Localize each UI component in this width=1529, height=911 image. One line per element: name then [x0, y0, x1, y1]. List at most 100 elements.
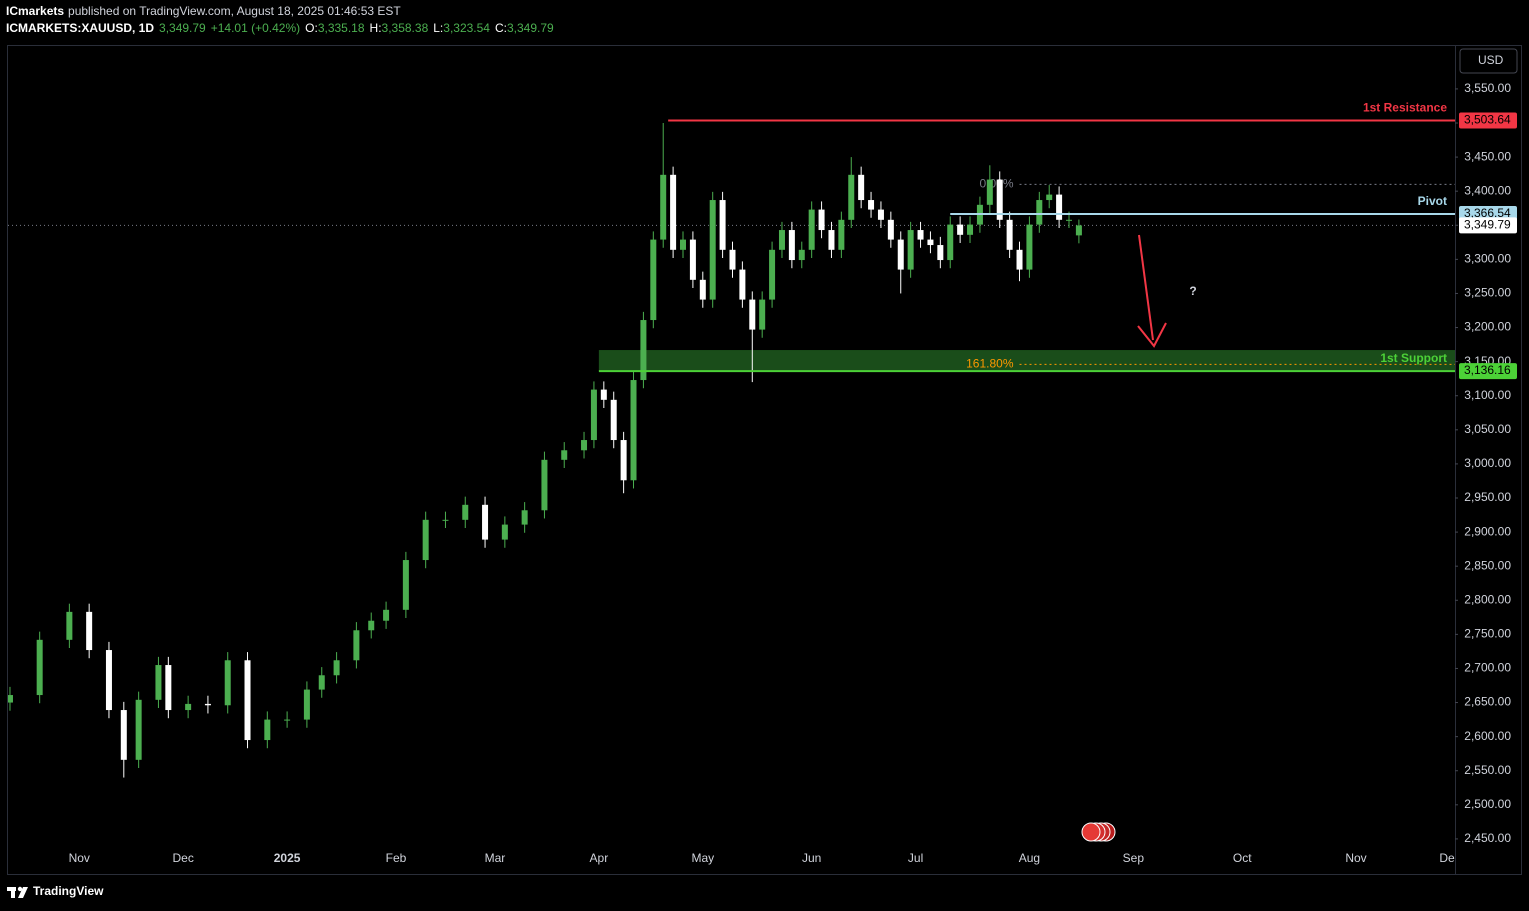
candle-body	[887, 219, 894, 240]
candle-body	[402, 560, 409, 610]
y-tick-label: 2,950.00	[1464, 490, 1511, 504]
candle-body	[383, 609, 390, 621]
level-label: 3,366.54	[1464, 206, 1511, 220]
last: 3,349.79	[159, 21, 206, 35]
y-tick-label: 3,550.00	[1464, 81, 1511, 95]
candle-body	[165, 665, 172, 711]
candle-body	[957, 224, 964, 235]
candle-body	[808, 209, 815, 250]
x-tick-label: Jul	[908, 851, 923, 865]
candle-body	[858, 174, 865, 201]
candle-body	[1046, 194, 1053, 201]
level-name: 1st Resistance	[1363, 101, 1447, 115]
candle-body	[848, 174, 855, 220]
candle-body	[244, 660, 251, 741]
symbol-line: ICMARKETS:XAUUSD, 1D 3,349.79 +14.01 (+0.4…	[6, 21, 554, 35]
candle-body	[749, 299, 756, 330]
candle-body	[897, 239, 904, 270]
candle-body	[680, 239, 687, 250]
x-tick-label: Aug	[1019, 851, 1040, 865]
candle-body	[581, 440, 588, 451]
candle-body	[541, 459, 548, 511]
candle-body	[482, 504, 489, 540]
x-tick-label: Jun	[802, 851, 821, 865]
y-tick-label: 2,500.00	[1464, 797, 1511, 811]
fib-label: 161.80%	[966, 357, 1014, 371]
x-tick-label: Nov	[69, 851, 90, 865]
candle-body	[670, 174, 677, 250]
x-tick-label: Sep	[1123, 851, 1145, 865]
candle-body	[838, 219, 845, 250]
annotation: ?	[1189, 284, 1196, 298]
candle-body	[917, 230, 924, 240]
level-box	[1459, 363, 1517, 380]
candle-body	[868, 200, 875, 210]
candle-body	[318, 675, 325, 690]
candle-body	[303, 689, 310, 720]
currency: USD	[1478, 53, 1504, 67]
last-price-label: 3,349.79	[1464, 218, 1511, 232]
candle-body	[640, 320, 647, 381]
candle-body	[501, 524, 508, 540]
candle-body	[986, 179, 993, 205]
candle-body	[719, 200, 726, 250]
brand: TradingView	[33, 884, 104, 898]
x-tick-label: Oct	[1233, 851, 1252, 865]
currency-box[interactable]	[1459, 48, 1518, 74]
y-tick-label: 3,400.00	[1464, 183, 1511, 197]
ohlc-label: L:	[433, 21, 443, 35]
candle-body	[105, 650, 112, 711]
ohlc-value: 3,335.18	[318, 21, 365, 35]
candle-body	[828, 230, 835, 250]
x-tick-label: Feb	[386, 851, 407, 865]
y-tick-label: 3,000.00	[1464, 456, 1511, 470]
y-tick-label: 3,050.00	[1464, 422, 1511, 436]
candle-body	[135, 699, 142, 760]
candle-body	[927, 239, 934, 246]
candle-body	[36, 639, 43, 696]
candle-body	[877, 209, 884, 220]
arrow-head	[1137, 322, 1167, 348]
candle-body	[185, 703, 192, 711]
candle-body	[333, 660, 340, 676]
x-tick-label: 2025	[274, 851, 301, 865]
level-label: 3,503.64	[1464, 113, 1511, 127]
y-tick-label: 3,100.00	[1464, 388, 1511, 402]
candle-body	[699, 279, 706, 300]
candle-body	[600, 389, 607, 400]
candle-body	[204, 703, 211, 706]
candle-body	[224, 660, 231, 706]
y-tick-label: 2,550.00	[1464, 763, 1511, 777]
y-tick-label: 2,800.00	[1464, 592, 1511, 606]
candle-body	[788, 230, 795, 261]
header-line: ICmarkets published on TradingView.com, A…	[6, 4, 401, 18]
candle-body	[818, 209, 825, 231]
candle-body	[650, 239, 657, 321]
level-name: Pivot	[1418, 194, 1447, 208]
candle-body	[620, 440, 627, 481]
y-tick-label: 2,450.00	[1464, 831, 1511, 845]
publisher: ICmarkets	[6, 4, 64, 18]
x-tick-label: Mar	[485, 851, 506, 865]
candle-body	[561, 450, 568, 460]
y-tick-label: 2,750.00	[1464, 627, 1511, 641]
candle-body	[759, 299, 766, 330]
x-tick-label: May	[691, 851, 714, 865]
candle-body	[368, 620, 375, 631]
event-flags[interactable]	[1081, 822, 1116, 842]
candle-body	[769, 249, 776, 300]
candle-body	[660, 174, 667, 240]
candle-body	[947, 224, 954, 261]
x-tick-label: Dec	[173, 851, 194, 865]
candle-body	[798, 249, 805, 261]
candle-body	[8, 695, 13, 703]
candle-body	[264, 719, 271, 741]
ohlc-label: O:	[305, 21, 318, 35]
x-tick-label: Nov	[1345, 851, 1366, 865]
y-tick-label: 2,900.00	[1464, 524, 1511, 538]
x-tick-label: Apr	[590, 851, 609, 865]
candle-body	[1006, 219, 1013, 250]
